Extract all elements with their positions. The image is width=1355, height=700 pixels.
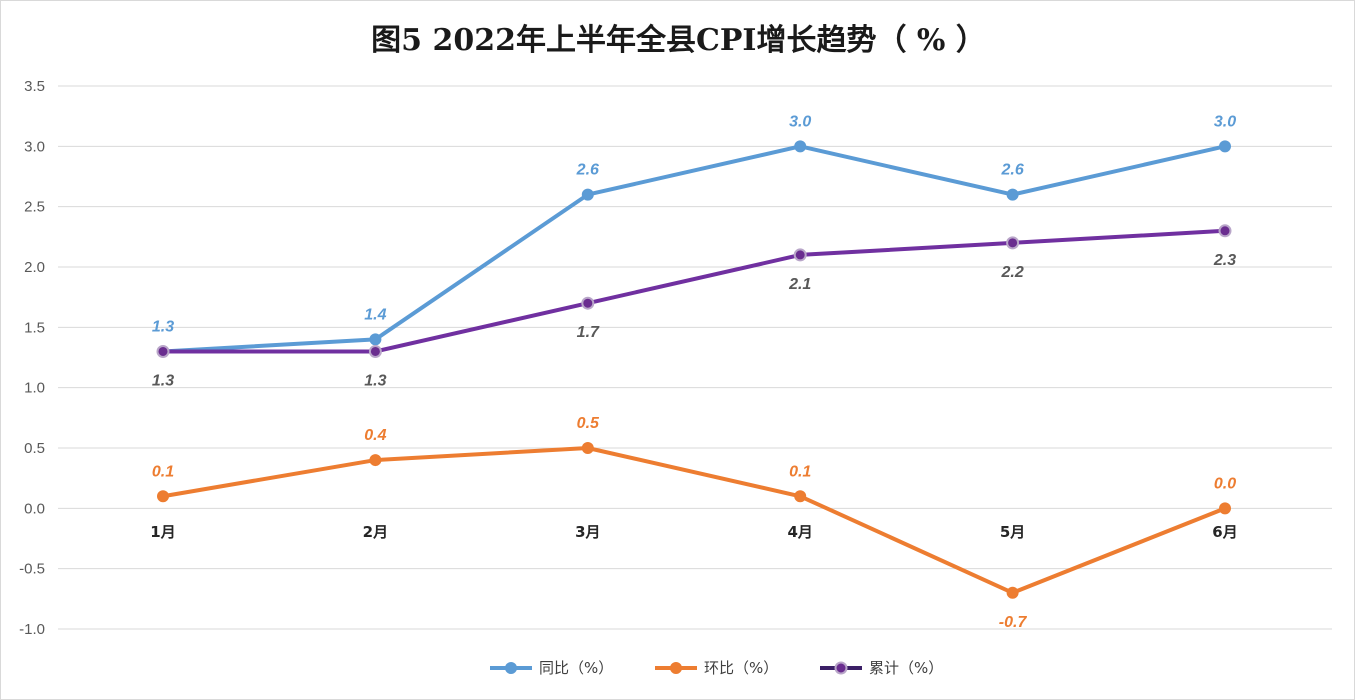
data-label: -0.7 xyxy=(999,614,1028,631)
data-label: 2.3 xyxy=(1213,252,1236,269)
series-line xyxy=(161,144,1227,354)
data-label: 1.3 xyxy=(364,372,386,389)
data-point xyxy=(794,140,807,153)
y-tick-label: 3.5 xyxy=(24,78,45,95)
data-label: 0.1 xyxy=(152,463,174,480)
data-label: 1.3 xyxy=(152,318,174,335)
legend-label: 环比（%） xyxy=(704,659,778,677)
y-tick-label: 0.0 xyxy=(24,500,45,517)
data-point xyxy=(1219,502,1231,515)
data-point xyxy=(369,454,382,467)
legend-marker xyxy=(834,661,848,675)
data-label: 0.5 xyxy=(577,415,600,432)
x-tick-label: 6月 xyxy=(1212,523,1237,541)
y-tick-label: 2.5 xyxy=(24,199,45,216)
x-tick-label: 1月 xyxy=(150,523,175,541)
data-point xyxy=(794,490,807,503)
x-tick-label: 4月 xyxy=(787,523,812,541)
data-label: 1.4 xyxy=(364,306,386,323)
data-point xyxy=(157,490,169,503)
data-point xyxy=(156,344,170,358)
x-tick-label: 3月 xyxy=(575,523,600,541)
data-label: 3.0 xyxy=(789,113,811,130)
y-tick-label: 0.5 xyxy=(24,440,45,457)
data-label: 2.6 xyxy=(1000,162,1023,179)
data-point xyxy=(1006,586,1019,599)
legend-label: 同比（%） xyxy=(539,659,613,677)
y-tick-label: -0.5 xyxy=(19,561,45,578)
data-point xyxy=(793,248,807,262)
legend-marker xyxy=(505,662,517,674)
data-point xyxy=(369,333,382,346)
data-label: 0.0 xyxy=(1214,475,1236,492)
y-tick-label: 1.0 xyxy=(24,380,45,397)
data-label: 2.1 xyxy=(788,276,811,293)
data-point xyxy=(581,188,594,201)
data-point xyxy=(368,344,382,358)
y-tick-label: -1.0 xyxy=(19,621,45,638)
data-point xyxy=(1219,140,1231,153)
y-tick-label: 1.5 xyxy=(24,319,45,336)
data-label: 0.1 xyxy=(789,463,811,480)
series-line xyxy=(161,228,1227,354)
data-point xyxy=(1218,224,1232,238)
data-label: 3.0 xyxy=(1214,113,1236,130)
x-tick-label: 2月 xyxy=(363,523,388,541)
y-tick-label: 3.0 xyxy=(24,138,45,155)
data-point xyxy=(1006,188,1019,201)
chart-title: 图5 2022年上半年全县CPI增长趋势（ % ） xyxy=(371,23,986,58)
data-label: 1.7 xyxy=(577,324,600,341)
data-point xyxy=(581,296,595,310)
data-point xyxy=(581,442,594,454)
x-tick-label: 5月 xyxy=(1000,523,1025,541)
data-label: 2.6 xyxy=(576,162,599,179)
data-label: 0.4 xyxy=(364,427,386,444)
legend-marker xyxy=(670,662,682,674)
data-point xyxy=(1006,236,1020,250)
series-line xyxy=(161,446,1227,595)
legend-label: 累计（%） xyxy=(869,659,943,677)
data-label: 1.3 xyxy=(152,372,174,389)
data-label: 2.2 xyxy=(1000,264,1023,281)
y-tick-label: 2.0 xyxy=(24,259,45,276)
